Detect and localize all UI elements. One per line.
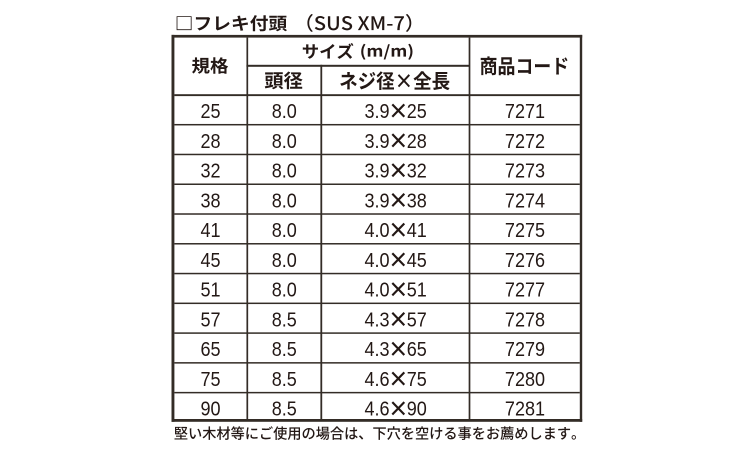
svg-text:57: 57 [407,309,427,331]
svg-text:57: 57 [200,309,220,331]
svg-text:7271: 7271 [505,101,545,123]
svg-text:4.0: 4.0 [365,220,390,242]
svg-text:41: 41 [200,220,220,242]
svg-text:90: 90 [200,399,220,421]
svg-text:51: 51 [407,280,427,302]
svg-text:7277: 7277 [505,280,545,302]
svg-text:8.5: 8.5 [272,339,297,361]
svg-text:32: 32 [407,161,427,183]
svg-text:7275: 7275 [505,220,545,242]
svg-text:7281: 7281 [505,399,545,421]
svg-text:7272: 7272 [505,131,545,153]
svg-text:45: 45 [407,250,427,272]
svg-text:38: 38 [200,190,220,212]
svg-text:45: 45 [200,250,220,272]
svg-text:8.0: 8.0 [272,250,297,272]
svg-text:38: 38 [407,190,427,212]
svg-text:3.9: 3.9 [365,101,390,123]
svg-text:4.6: 4.6 [365,399,390,421]
svg-text:75: 75 [407,369,427,391]
svg-text:3.9: 3.9 [365,131,390,153]
svg-text:3.9: 3.9 [365,161,390,183]
svg-text:3.9: 3.9 [365,190,390,212]
svg-text:8.0: 8.0 [272,220,297,242]
svg-text:8.0: 8.0 [272,280,297,302]
svg-text:65: 65 [407,339,427,361]
svg-text:4.3: 4.3 [365,339,390,361]
svg-text:28: 28 [200,131,220,153]
svg-text:8.5: 8.5 [272,309,297,331]
svg-text:28: 28 [407,131,427,153]
svg-text:25: 25 [200,101,220,123]
svg-text:7276: 7276 [505,250,545,272]
svg-text:7273: 7273 [505,161,545,183]
svg-text:4.0: 4.0 [365,250,390,272]
svg-text:4.0: 4.0 [365,280,390,302]
svg-text:8.0: 8.0 [272,161,297,183]
svg-text:8.0: 8.0 [272,190,297,212]
svg-text:4.6: 4.6 [365,369,390,391]
svg-text:7280: 7280 [505,369,545,391]
svg-text:90: 90 [407,399,427,421]
svg-text:4.3: 4.3 [365,309,390,331]
svg-text:51: 51 [200,280,220,302]
svg-text:65: 65 [200,339,220,361]
svg-text:7279: 7279 [505,339,545,361]
svg-text:32: 32 [200,161,220,183]
svg-text:8.0: 8.0 [272,131,297,153]
svg-text:8.0: 8.0 [272,101,297,123]
svg-text:25: 25 [407,101,427,123]
svg-text:7278: 7278 [505,309,545,331]
svg-text:8.5: 8.5 [272,399,297,421]
svg-text:7274: 7274 [505,190,545,212]
svg-text:41: 41 [407,220,427,242]
svg-text:8.5: 8.5 [272,369,297,391]
svg-text:75: 75 [200,369,220,391]
